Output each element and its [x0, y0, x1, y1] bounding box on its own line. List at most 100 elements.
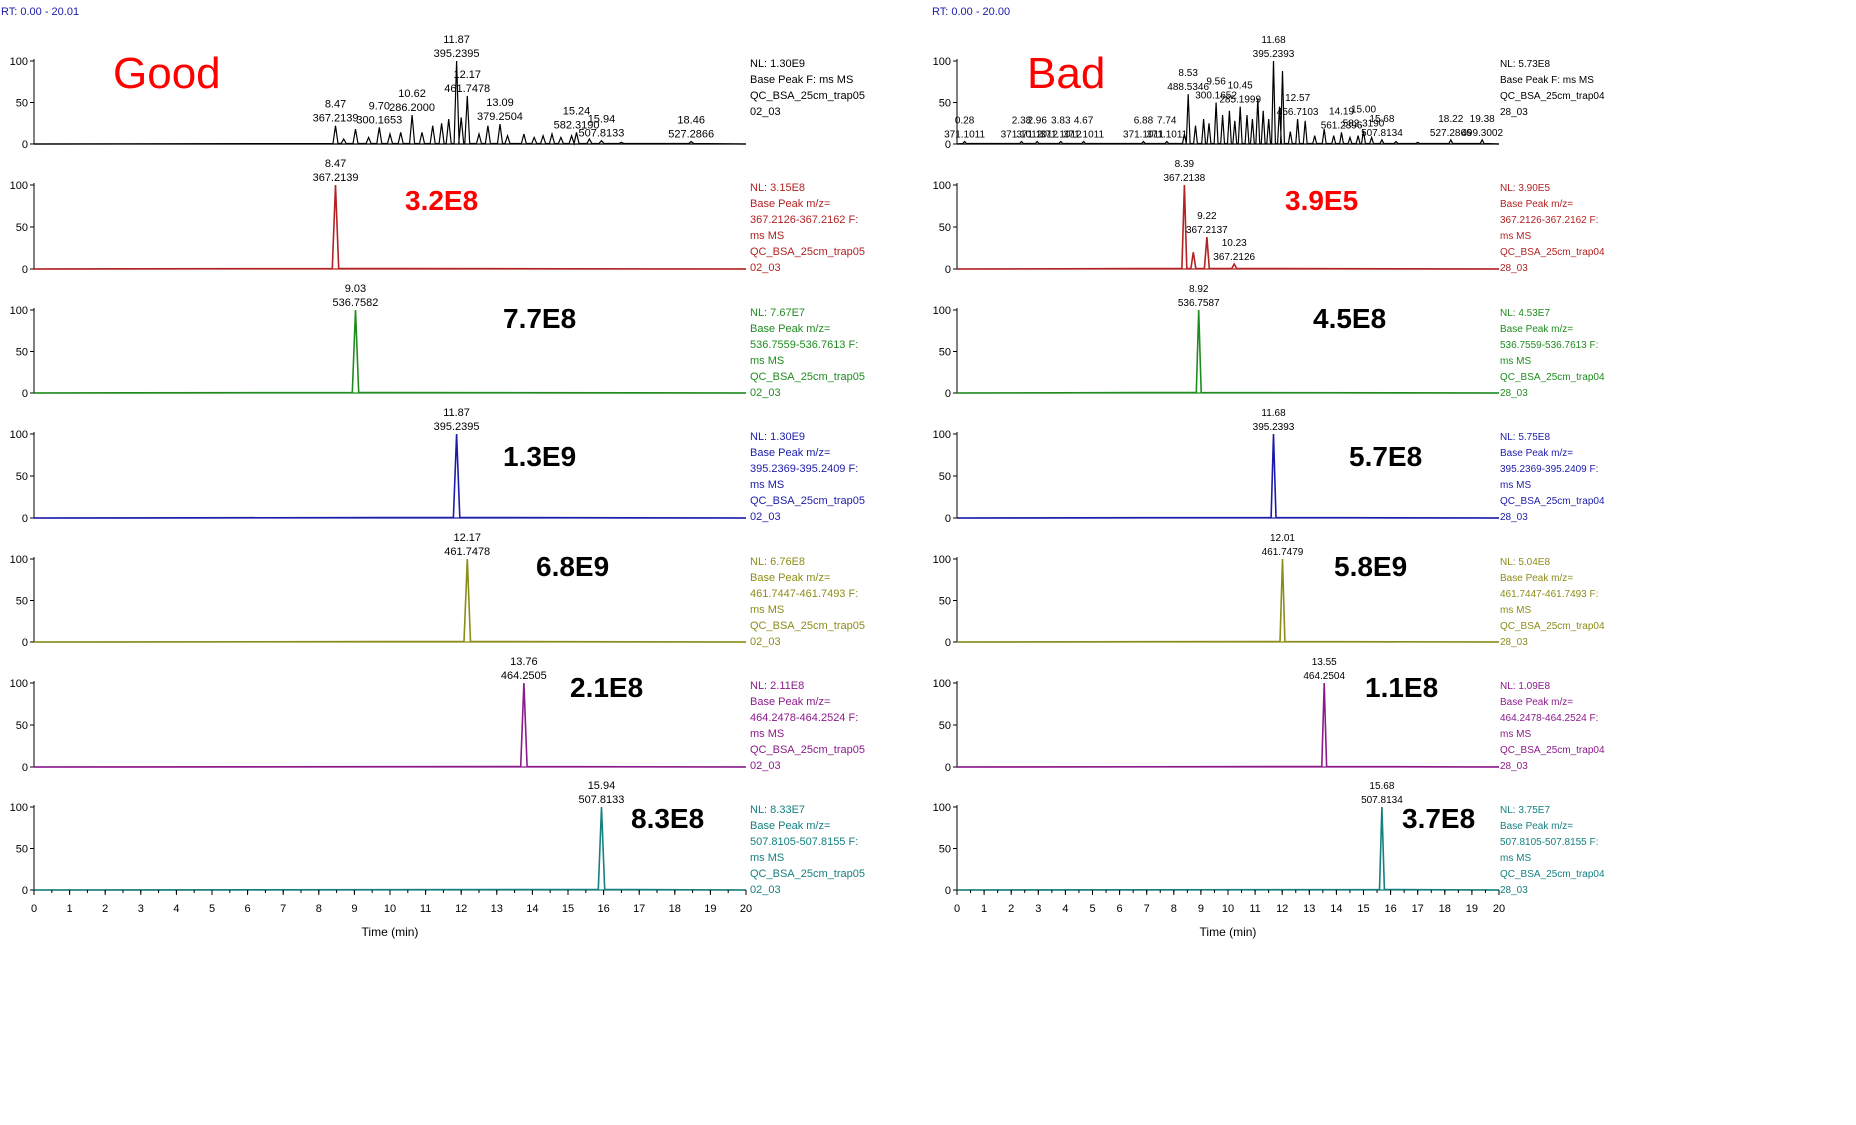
trace-info-line: NL: 6.76E8 — [750, 556, 805, 568]
trace-info-line: 461.7447-461.7493 F: — [1500, 589, 1598, 600]
x-tick-label: 1 — [981, 903, 987, 915]
trace-info-line: NL: 1.09E8 — [1500, 681, 1550, 692]
x-tick-label: 19 — [704, 903, 716, 915]
x-tick-label: 9 — [1198, 903, 1204, 915]
peak-label-mz: 461.7478 — [444, 546, 490, 558]
x-tick-label: 7 — [1144, 903, 1150, 915]
trace-info-line: ms MS — [1500, 853, 1531, 864]
x-tick-label: 18 — [1439, 903, 1451, 915]
intensity-label: 1.1E8 — [1365, 672, 1438, 703]
y-tick-label: 50 — [16, 98, 28, 110]
y-tick-label: 50 — [939, 720, 951, 732]
x-tick-label: 17 — [633, 903, 645, 915]
peak-label-rt: 13.09 — [486, 97, 514, 109]
y-tick-label: 50 — [16, 596, 28, 608]
trace-info-line: 28_03 — [1500, 512, 1528, 523]
peak-label-mz: 371.1011 — [1123, 130, 1164, 141]
peak-label-mz: 561.2396 — [1321, 120, 1363, 131]
trace-info-line: ms MS — [750, 355, 784, 367]
x-tick-label: 13 — [1303, 903, 1315, 915]
y-tick-label: 0 — [945, 762, 951, 774]
x-tick-label: 20 — [740, 903, 752, 915]
intensity-label: 1.3E9 — [503, 441, 576, 472]
peak-label-rt: 2.38 — [1012, 116, 1032, 127]
x-tick-label: 8 — [316, 903, 322, 915]
trace-info-line: 28_03 — [1500, 761, 1528, 772]
peak-label-rt: 12.17 — [453, 69, 481, 81]
trace-info-line: QC_BSA_25cm_trap04 — [1500, 91, 1605, 102]
trace-info-line: 461.7447-461.7493 F: — [750, 588, 858, 600]
trace-info-line: NL: 8.33E7 — [750, 804, 805, 816]
y-tick-label: 100 — [10, 180, 28, 192]
y-tick-label: 0 — [945, 637, 951, 649]
trace-0: 0 50 100 0.28 371.1011 2.38 371.1012 2.96 371.10… — [933, 35, 1605, 151]
peak-label-rt: 4.67 — [1074, 116, 1094, 127]
y-tick-label: 0 — [22, 762, 28, 774]
peak-label-rt: 2.96 — [1027, 116, 1047, 127]
x-tick-label: 20 — [1493, 903, 1505, 915]
peak-label-mz: 464.2504 — [1303, 671, 1345, 682]
intensity-label: 5.8E9 — [1334, 551, 1407, 582]
trace-info-line: QC_BSA_25cm_trap05 — [750, 371, 865, 383]
y-tick-label: 0 — [945, 388, 951, 400]
trace-3: 0 50 100 11.68 395.2393 NL: 5.75E8 Base Peak m… — [933, 408, 1605, 525]
peak-label-rt: 14.19 — [1329, 106, 1354, 117]
trace-5: 0 50 100 13.55 464.2504 NL: 1.09E8 Base Peak m… — [933, 657, 1605, 774]
peak-label-rt: 3.83 — [1051, 116, 1071, 127]
y-tick-label: 50 — [939, 596, 951, 608]
trace-info-line: ms MS — [1500, 480, 1531, 491]
y-tick-label: 0 — [22, 637, 28, 649]
trace-info-line: 02_03 — [750, 511, 781, 523]
chromatogram-panel-good: RT: 0.00 - 20.01Good0501008.47367.21399.… — [1, 6, 865, 939]
peak-label-rt: 19.38 — [1470, 114, 1495, 125]
y-tick-label: 0 — [22, 885, 28, 897]
trace-info-line: NL: 7.67E7 — [750, 307, 805, 319]
trace-info-line: 507.8105-507.8155 F: — [1500, 837, 1598, 848]
peak-label-rt: 9.03 — [345, 283, 366, 295]
panel-label: Bad — [1027, 49, 1105, 98]
peak-label-mz: 285.1999 — [1219, 95, 1261, 106]
trace-info-line: ms MS — [750, 852, 784, 864]
peak-label-rt: 15.94 — [588, 780, 616, 792]
trace-4: 0 50 100 12.01 461.7479 NL: 5.04E8 Base Peak m… — [933, 533, 1605, 649]
trace-info-line: 28_03 — [1500, 885, 1528, 896]
trace-info-line: 02_03 — [750, 262, 781, 274]
trace-line — [956, 558, 1500, 643]
x-tick-label: 4 — [1062, 903, 1068, 915]
peak-label-rt: 10.23 — [1222, 238, 1247, 249]
x-axis-title: Time (min) — [362, 925, 419, 939]
x-tick-label: 1 — [67, 903, 73, 915]
x-tick-label: 15 — [1357, 903, 1369, 915]
intensity-label: 8.3E8 — [631, 803, 704, 834]
peak-label-rt: 9.70 — [369, 100, 390, 112]
x-tick-label: 5 — [209, 903, 215, 915]
peak-label-mz: 527.2866 — [1430, 128, 1472, 139]
x-tick-label: 6 — [245, 903, 251, 915]
y-tick-label: 50 — [16, 471, 28, 483]
trace-line — [33, 184, 747, 270]
trace-info-line: QC_BSA_25cm_trap05 — [750, 495, 865, 507]
trace-info-line: QC_BSA_25cm_trap04 — [1500, 869, 1605, 880]
peak-label-mz: 371.1011 — [1063, 130, 1104, 141]
peak-label-mz: 488.5346 — [1167, 82, 1209, 93]
x-tick-label: 3 — [138, 903, 144, 915]
trace-info-line: QC_BSA_25cm_trap04 — [1500, 247, 1605, 258]
trace-line — [33, 558, 747, 643]
x-tick-label: 2 — [1008, 903, 1014, 915]
trace-info-line: Base Peak m/z= — [750, 447, 830, 459]
peak-label-mz: 371.1011 — [1146, 130, 1187, 141]
trace-info-line: NL: 3.15E8 — [750, 182, 805, 194]
peak-label-rt: 11.68 — [1261, 408, 1286, 419]
trace-info-line: NL: 5.73E8 — [1500, 59, 1550, 70]
peak-label-mz: 371.1012 — [1040, 130, 1082, 141]
trace-line — [956, 60, 1500, 145]
x-tick-label: 5 — [1089, 903, 1095, 915]
trace-info-line: 367.2126-367.2162 F: — [1500, 215, 1598, 226]
x-tick-label: 0 — [31, 903, 37, 915]
trace-info-line: QC_BSA_25cm_trap05 — [750, 868, 865, 880]
x-tick-label: 4 — [173, 903, 179, 915]
y-tick-label: 100 — [10, 678, 28, 690]
y-tick-label: 100 — [10, 429, 28, 441]
trace-line — [33, 309, 747, 394]
intensity-label: 5.7E8 — [1349, 441, 1422, 472]
